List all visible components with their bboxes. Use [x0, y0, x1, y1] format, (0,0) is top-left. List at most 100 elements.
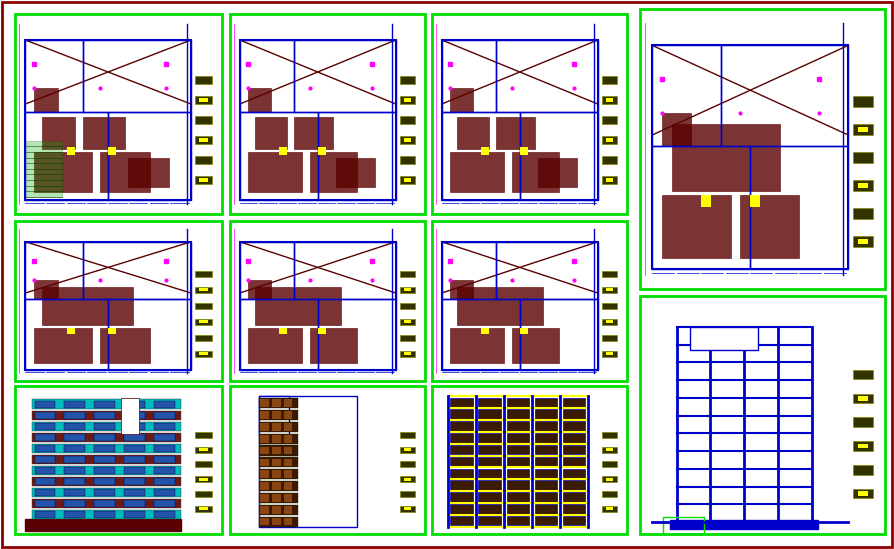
- Bar: [283, 482, 292, 490]
- Bar: [294, 242, 396, 299]
- Bar: [653, 46, 848, 270]
- Bar: [124, 412, 145, 419]
- Bar: [535, 457, 557, 466]
- Bar: [853, 489, 873, 498]
- Bar: [199, 138, 207, 142]
- Bar: [94, 401, 115, 408]
- Bar: [403, 320, 411, 323]
- Bar: [283, 494, 292, 502]
- Bar: [240, 299, 317, 370]
- Bar: [15, 14, 222, 214]
- Bar: [535, 397, 557, 407]
- Bar: [195, 176, 212, 184]
- Bar: [535, 516, 557, 525]
- Bar: [535, 410, 557, 419]
- Bar: [230, 386, 425, 534]
- Bar: [272, 494, 281, 502]
- Bar: [25, 242, 83, 299]
- Bar: [403, 352, 411, 355]
- Bar: [240, 40, 294, 112]
- Bar: [67, 328, 75, 334]
- Bar: [31, 400, 181, 409]
- Bar: [260, 411, 269, 419]
- Bar: [272, 447, 281, 455]
- Bar: [662, 113, 691, 146]
- Bar: [195, 156, 212, 164]
- Bar: [260, 423, 269, 431]
- Bar: [450, 88, 473, 112]
- Bar: [478, 504, 501, 513]
- Bar: [259, 396, 357, 526]
- Bar: [25, 40, 83, 112]
- Bar: [478, 421, 501, 431]
- Bar: [248, 280, 271, 299]
- Bar: [853, 465, 873, 474]
- Bar: [538, 159, 578, 187]
- Bar: [260, 447, 269, 455]
- Bar: [248, 88, 271, 112]
- Bar: [94, 445, 115, 452]
- Bar: [64, 423, 85, 430]
- Bar: [400, 302, 415, 309]
- Bar: [403, 178, 411, 182]
- Bar: [750, 195, 760, 206]
- Bar: [605, 448, 613, 451]
- Bar: [283, 423, 292, 431]
- Bar: [602, 318, 617, 325]
- Bar: [507, 397, 529, 407]
- Bar: [535, 433, 557, 442]
- Bar: [94, 423, 115, 430]
- Bar: [199, 178, 207, 182]
- Bar: [260, 458, 269, 466]
- Bar: [35, 511, 55, 518]
- Bar: [259, 505, 299, 515]
- Bar: [260, 482, 269, 490]
- Bar: [602, 462, 617, 467]
- Bar: [199, 352, 207, 355]
- Bar: [259, 410, 299, 420]
- Bar: [496, 40, 598, 112]
- Bar: [750, 146, 848, 270]
- Bar: [403, 98, 411, 102]
- Bar: [400, 156, 415, 164]
- Bar: [199, 507, 207, 511]
- Bar: [195, 271, 212, 277]
- Bar: [256, 117, 287, 149]
- Bar: [259, 445, 299, 456]
- Bar: [260, 435, 269, 442]
- Bar: [507, 457, 529, 466]
- Bar: [15, 221, 222, 381]
- Bar: [124, 489, 145, 496]
- Bar: [260, 494, 269, 502]
- Bar: [535, 445, 557, 455]
- Bar: [195, 491, 212, 497]
- Bar: [670, 520, 818, 529]
- Bar: [35, 478, 55, 485]
- Bar: [121, 398, 139, 434]
- Bar: [34, 280, 58, 299]
- Bar: [283, 435, 292, 442]
- Bar: [432, 14, 627, 214]
- Bar: [478, 469, 501, 478]
- Bar: [259, 434, 299, 444]
- Bar: [535, 504, 557, 513]
- Bar: [199, 288, 207, 292]
- Bar: [507, 492, 529, 502]
- Bar: [562, 480, 586, 490]
- Bar: [853, 180, 873, 191]
- Bar: [108, 299, 191, 370]
- Bar: [94, 478, 115, 485]
- Bar: [31, 510, 181, 519]
- Bar: [154, 423, 174, 430]
- Bar: [478, 492, 501, 502]
- Bar: [283, 470, 292, 478]
- Bar: [195, 116, 212, 124]
- Bar: [507, 469, 529, 478]
- Bar: [31, 488, 181, 497]
- Bar: [858, 444, 868, 449]
- Bar: [100, 152, 149, 192]
- Bar: [451, 457, 473, 466]
- Bar: [259, 493, 299, 503]
- Bar: [403, 448, 411, 451]
- Bar: [64, 445, 85, 452]
